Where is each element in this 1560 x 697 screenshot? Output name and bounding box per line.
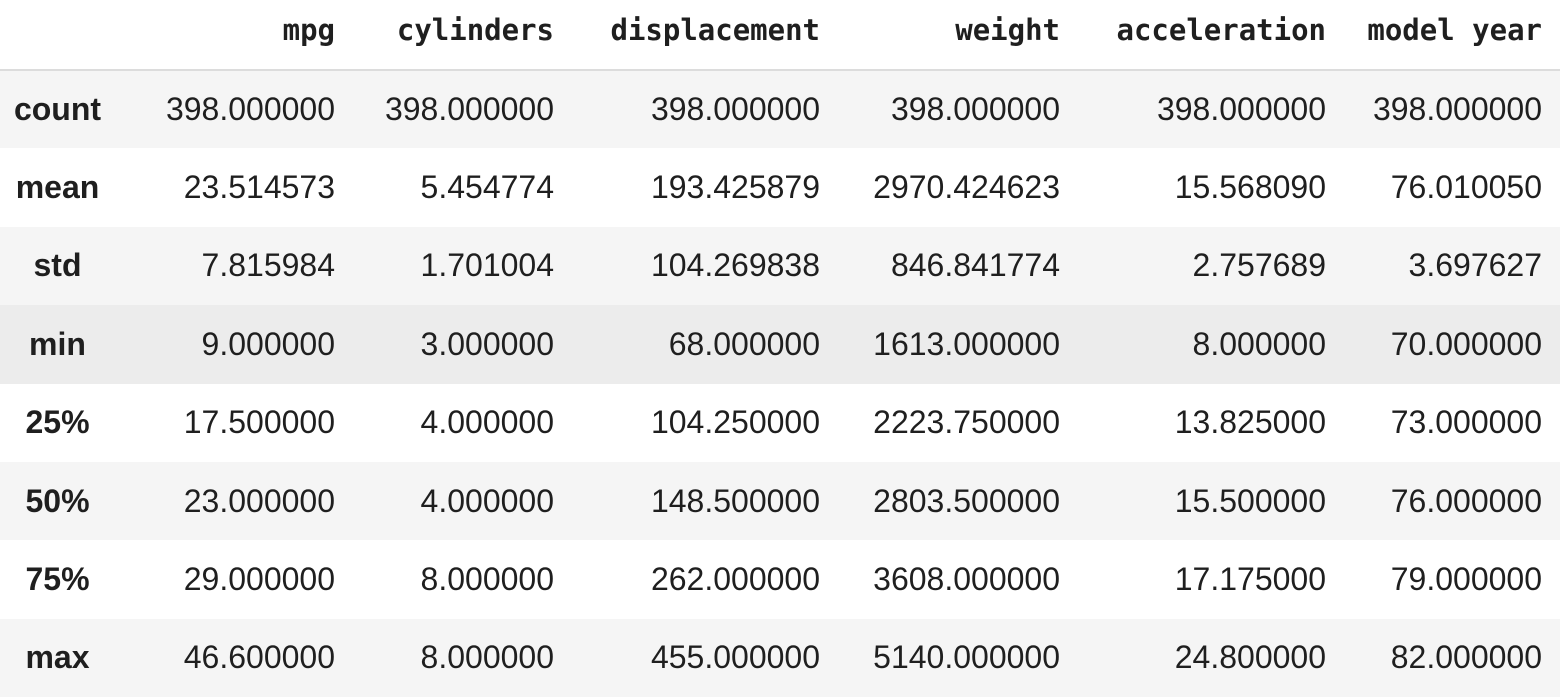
table-cell: 104.250000 xyxy=(650,404,820,441)
row-label: mean xyxy=(15,169,100,206)
table-cell: 5.454774 xyxy=(420,169,554,206)
table-cell: 1613.000000 xyxy=(873,325,1060,362)
column-header: cylinders xyxy=(396,12,554,47)
table-cell: 4.000000 xyxy=(420,482,554,519)
column-header: model year xyxy=(1367,12,1542,47)
table-cell: 73.000000 xyxy=(1390,404,1542,441)
table-row: 50% 23.000000 4.000000 148.500000 2803.5… xyxy=(0,461,1560,541)
table-cell: 3.000000 xyxy=(420,325,554,362)
table-cell: 17.500000 xyxy=(183,404,335,441)
table-row: max 46.600000 8.000000 455.000000 5140.0… xyxy=(0,618,1560,697)
table-header: mpg cylinders displacement weight accele… xyxy=(0,0,1560,70)
table-cell: 2223.750000 xyxy=(873,404,1060,441)
table-cell: 8.000000 xyxy=(420,639,554,676)
table-cell: 17.175000 xyxy=(1174,561,1326,598)
table-cell: 29.000000 xyxy=(183,561,335,598)
table-cell: 398.000000 xyxy=(1156,91,1326,128)
table-row: count 398.000000 398.000000 398.000000 3… xyxy=(0,70,1560,149)
table-cell: 15.500000 xyxy=(1174,482,1326,519)
table-cell: 76.000000 xyxy=(1390,482,1542,519)
table-cell: 70.000000 xyxy=(1390,325,1542,362)
table-cell: 15.568090 xyxy=(1174,169,1326,206)
row-label: min xyxy=(29,325,86,362)
table-cell: 2.757689 xyxy=(1192,247,1326,284)
table-row: min 9.000000 3.000000 68.000000 1613.000… xyxy=(0,305,1560,384)
table-cell: 398.000000 xyxy=(890,91,1060,128)
table-cell: 79.000000 xyxy=(1390,561,1542,598)
row-label: 50% xyxy=(25,482,90,519)
row-label: max xyxy=(25,639,90,676)
table-cell: 398.000000 xyxy=(650,91,820,128)
table-cell: 8.000000 xyxy=(420,561,554,598)
table-cell: 13.825000 xyxy=(1174,404,1326,441)
table-body: count 398.000000 398.000000 398.000000 3… xyxy=(0,70,1560,697)
column-header: displacement xyxy=(610,12,820,47)
table-cell: 3.697627 xyxy=(1408,247,1542,284)
table-cell: 455.000000 xyxy=(650,639,820,676)
table-cell: 7.815984 xyxy=(201,247,335,284)
column-header: weight xyxy=(955,12,1060,47)
row-label: 75% xyxy=(25,561,90,598)
table-cell: 2970.424623 xyxy=(873,169,1060,206)
table-cell: 398.000000 xyxy=(165,91,335,128)
table-cell: 8.000000 xyxy=(1192,325,1326,362)
table-cell: 76.010050 xyxy=(1390,169,1542,206)
table-cell: 4.000000 xyxy=(420,404,554,441)
table-cell: 2803.500000 xyxy=(873,482,1060,519)
table-cell: 398.000000 xyxy=(384,91,554,128)
table-cell: 262.000000 xyxy=(650,561,820,598)
table-row: 25% 17.500000 4.000000 104.250000 2223.7… xyxy=(0,383,1560,462)
table-cell: 68.000000 xyxy=(668,325,820,362)
table-cell: 148.500000 xyxy=(650,482,820,519)
table-cell: 9.000000 xyxy=(201,325,335,362)
table-row: mean 23.514573 5.454774 193.425879 2970.… xyxy=(0,148,1560,227)
column-header: acceleration xyxy=(1116,12,1326,47)
table-cell: 23.514573 xyxy=(183,169,335,206)
index-header xyxy=(0,0,115,70)
table-cell: 24.800000 xyxy=(1174,639,1326,676)
column-header: mpg xyxy=(282,12,335,47)
table-cell: 23.000000 xyxy=(183,482,335,519)
table-cell: 104.269838 xyxy=(650,247,820,284)
row-label: std xyxy=(33,247,82,284)
header-row: mpg cylinders displacement weight accele… xyxy=(0,0,1560,70)
row-label: 25% xyxy=(25,404,90,441)
table-row: std 7.815984 1.701004 104.269838 846.841… xyxy=(0,226,1560,306)
row-label: count xyxy=(13,91,102,128)
table-cell: 1.701004 xyxy=(420,247,554,284)
table-cell: 3608.000000 xyxy=(873,561,1060,598)
table-cell: 846.841774 xyxy=(890,247,1060,284)
table-cell: 5140.000000 xyxy=(873,639,1060,676)
table-cell: 398.000000 xyxy=(1372,91,1542,128)
table-cell: 46.600000 xyxy=(183,639,335,676)
table-cell: 82.000000 xyxy=(1390,639,1542,676)
table-cell: 193.425879 xyxy=(650,169,820,206)
table-row: 75% 29.000000 8.000000 262.000000 3608.0… xyxy=(0,540,1560,619)
